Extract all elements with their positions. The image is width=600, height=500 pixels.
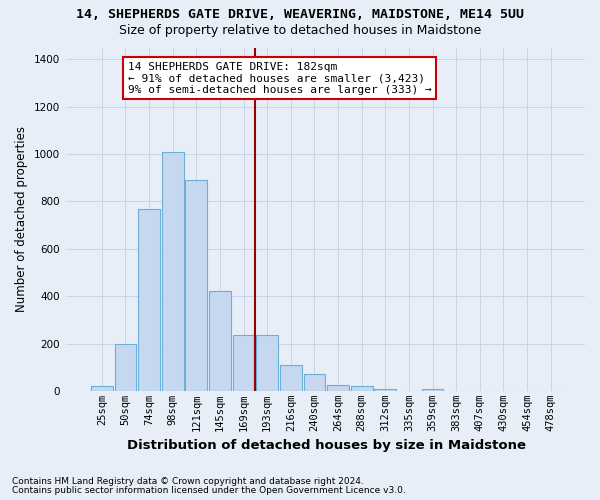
- Bar: [162, 152, 184, 391]
- Bar: [91, 386, 113, 391]
- Bar: [422, 388, 443, 391]
- Bar: [138, 208, 160, 391]
- Bar: [115, 344, 136, 391]
- Bar: [185, 180, 207, 391]
- Text: Contains HM Land Registry data © Crown copyright and database right 2024.: Contains HM Land Registry data © Crown c…: [12, 477, 364, 486]
- Bar: [233, 335, 254, 391]
- Bar: [280, 365, 302, 391]
- Bar: [351, 386, 373, 391]
- Bar: [327, 385, 349, 391]
- Bar: [209, 292, 231, 391]
- Text: 14, SHEPHERDS GATE DRIVE, WEAVERING, MAIDSTONE, ME14 5UU: 14, SHEPHERDS GATE DRIVE, WEAVERING, MAI…: [76, 8, 524, 20]
- Y-axis label: Number of detached properties: Number of detached properties: [15, 126, 28, 312]
- Text: 14 SHEPHERDS GATE DRIVE: 182sqm
← 91% of detached houses are smaller (3,423)
9% : 14 SHEPHERDS GATE DRIVE: 182sqm ← 91% of…: [128, 62, 431, 95]
- Bar: [374, 388, 396, 391]
- Bar: [304, 374, 325, 391]
- Text: Size of property relative to detached houses in Maidstone: Size of property relative to detached ho…: [119, 24, 481, 37]
- Bar: [256, 335, 278, 391]
- Text: Contains public sector information licensed under the Open Government Licence v3: Contains public sector information licen…: [12, 486, 406, 495]
- X-axis label: Distribution of detached houses by size in Maidstone: Distribution of detached houses by size …: [127, 440, 526, 452]
